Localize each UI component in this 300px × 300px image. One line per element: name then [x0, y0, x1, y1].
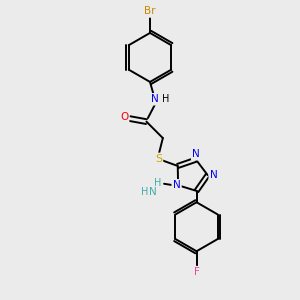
Text: Br: Br: [144, 6, 156, 16]
Text: H: H: [154, 178, 161, 188]
Text: O: O: [120, 112, 128, 122]
Text: N: N: [149, 187, 157, 197]
Text: H: H: [162, 94, 169, 104]
Text: F: F: [194, 267, 200, 277]
Text: H: H: [141, 187, 148, 197]
Text: S: S: [155, 154, 162, 164]
Text: N: N: [192, 149, 200, 159]
Text: N: N: [152, 94, 159, 104]
Text: N: N: [173, 180, 181, 190]
Text: N: N: [210, 170, 218, 180]
